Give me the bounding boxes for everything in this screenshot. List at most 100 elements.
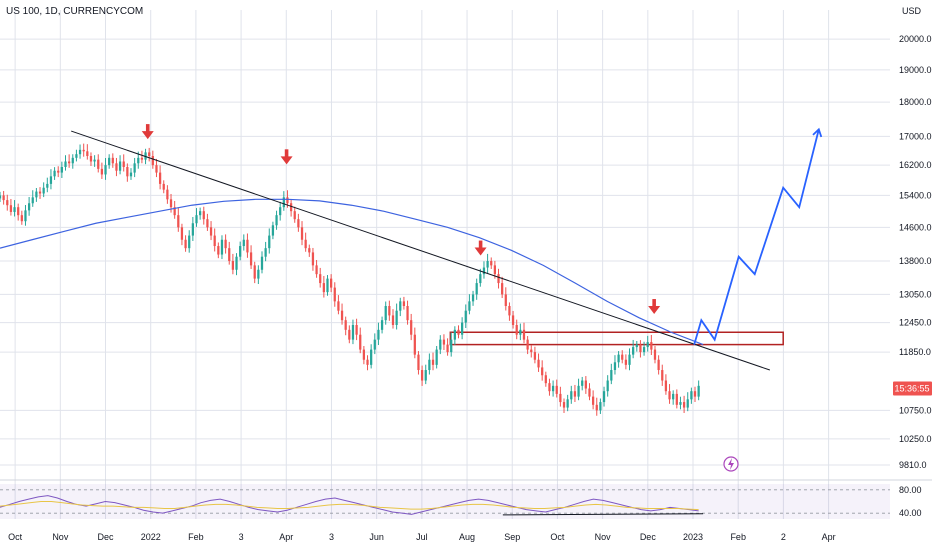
candle-body xyxy=(420,370,424,381)
candle-body xyxy=(562,402,566,408)
time-tick-label: Dec xyxy=(98,532,115,542)
candle-body xyxy=(457,329,460,335)
candle-body xyxy=(479,274,482,284)
candle-body xyxy=(460,322,464,335)
candle-body xyxy=(377,329,380,340)
candle-body xyxy=(428,359,431,371)
down-arrow-icon xyxy=(478,240,483,249)
candle-body xyxy=(439,339,442,350)
candle-body xyxy=(246,239,249,253)
candle-body xyxy=(257,269,260,279)
flash-icon xyxy=(728,458,734,470)
price-tick-label: 13800.0 xyxy=(899,256,932,266)
time-tick-label: Jul xyxy=(416,532,428,542)
candle-body xyxy=(522,329,526,340)
candle-body xyxy=(642,347,646,353)
candle-body xyxy=(64,161,67,168)
candle-body xyxy=(140,157,144,160)
candle-body xyxy=(417,354,420,371)
resistance-zone xyxy=(449,331,784,346)
candle-body xyxy=(300,227,304,240)
candle-body xyxy=(253,265,256,279)
candle-body xyxy=(402,301,406,306)
candle-body xyxy=(530,349,533,353)
candle-body xyxy=(370,349,373,365)
candle-body xyxy=(322,283,325,293)
candle-body xyxy=(68,161,71,164)
candle-body xyxy=(544,375,547,384)
price-tick-label: 12450.0 xyxy=(899,318,932,328)
candle-body xyxy=(639,344,642,353)
symbol-title: US 100, 1D, CURRENCYCOM xyxy=(6,6,144,17)
time-tick-label: 2 xyxy=(781,532,786,542)
candle-body xyxy=(559,393,562,403)
candle-body xyxy=(286,197,289,204)
price-tick-label: 13050.0 xyxy=(899,289,932,299)
candle-body xyxy=(697,385,700,397)
candle-body xyxy=(406,305,409,321)
candle-body xyxy=(268,235,271,249)
candle-body xyxy=(242,239,245,247)
candle-body xyxy=(533,352,537,360)
candle-body xyxy=(199,211,202,216)
candle-body xyxy=(180,227,184,240)
candle-body xyxy=(340,310,344,321)
candle-body xyxy=(602,391,606,403)
rsi-tick-label: 40.00 xyxy=(899,508,922,518)
time-tick-label: Nov xyxy=(52,532,69,542)
candle-body xyxy=(235,256,238,270)
candle-body xyxy=(326,278,329,293)
rsi-tick-label: 80.00 xyxy=(899,485,922,495)
candle-body xyxy=(89,156,93,162)
candle-body xyxy=(355,324,358,335)
candle-body xyxy=(260,256,264,270)
candle-body xyxy=(126,167,129,177)
candle-body xyxy=(610,370,613,381)
price-tick-label: 15400.0 xyxy=(899,190,932,200)
candle-body xyxy=(271,225,275,236)
time-tick-label: 3 xyxy=(329,532,334,542)
candle-body xyxy=(100,168,104,175)
down-arrow-icon xyxy=(284,149,289,158)
candle-body xyxy=(162,183,165,190)
candle-body xyxy=(435,349,438,365)
candle-body xyxy=(249,252,253,266)
candle-body xyxy=(133,163,136,173)
time-tick-label: 2022 xyxy=(141,532,161,542)
price-tick-label: 10750.0 xyxy=(899,405,932,415)
candle-body xyxy=(391,315,395,325)
candle-body xyxy=(632,347,635,355)
candle-body xyxy=(493,265,497,275)
candle-body xyxy=(657,359,660,371)
candle-body xyxy=(628,354,631,365)
candle-body xyxy=(60,167,63,173)
candle-body xyxy=(195,215,198,224)
candle-body xyxy=(184,239,187,249)
candle-body xyxy=(122,161,125,168)
candle-body xyxy=(551,385,555,392)
candle-body xyxy=(118,161,122,171)
down-arrow-icon xyxy=(474,247,487,256)
candle-body xyxy=(613,362,617,371)
candle-body xyxy=(206,219,209,228)
time-tick-label: Sep xyxy=(504,532,520,542)
candle-body xyxy=(504,294,507,306)
candle-body xyxy=(508,305,511,316)
price-tick-label: 14600.0 xyxy=(899,222,932,232)
time-tick-label: Oct xyxy=(8,532,23,542)
price-tick-label: 16200.0 xyxy=(899,160,932,170)
candle-body xyxy=(646,342,649,348)
candle-body xyxy=(82,149,85,152)
candle-body xyxy=(20,215,23,222)
candle-body xyxy=(217,246,220,255)
candle-body xyxy=(668,391,671,400)
candle-body xyxy=(289,203,293,212)
candle-body xyxy=(617,354,620,363)
candle-body xyxy=(209,227,213,236)
candle-body xyxy=(693,391,697,397)
candle-body xyxy=(599,402,602,411)
candle-body xyxy=(348,329,351,340)
candle-body xyxy=(231,261,235,270)
